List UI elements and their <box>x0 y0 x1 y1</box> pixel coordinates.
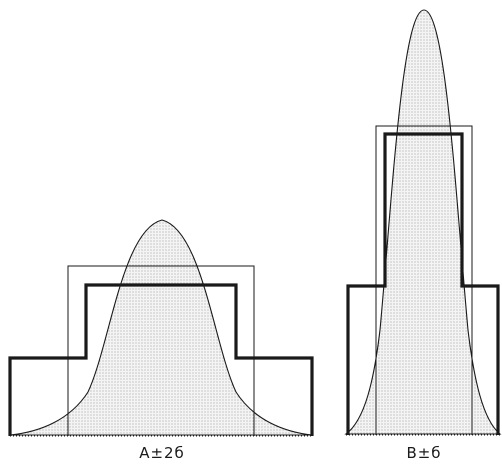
panel-b: B±б <box>344 9 502 462</box>
panel-a-label: A±2б <box>139 444 185 462</box>
panel-a-thin-limit-rectangle <box>67 265 255 436</box>
panel-b-thick-step-outline <box>346 132 500 435</box>
panel-a-thick-step-outline <box>8 283 314 436</box>
panel-b-thin-limit-rectangle <box>375 125 473 435</box>
panel-a: A±2б <box>8 219 314 462</box>
panel-a-bell-curve <box>9 219 313 436</box>
panel-b-label: B±б <box>406 444 441 462</box>
panel-b-bell-curve <box>344 9 502 435</box>
